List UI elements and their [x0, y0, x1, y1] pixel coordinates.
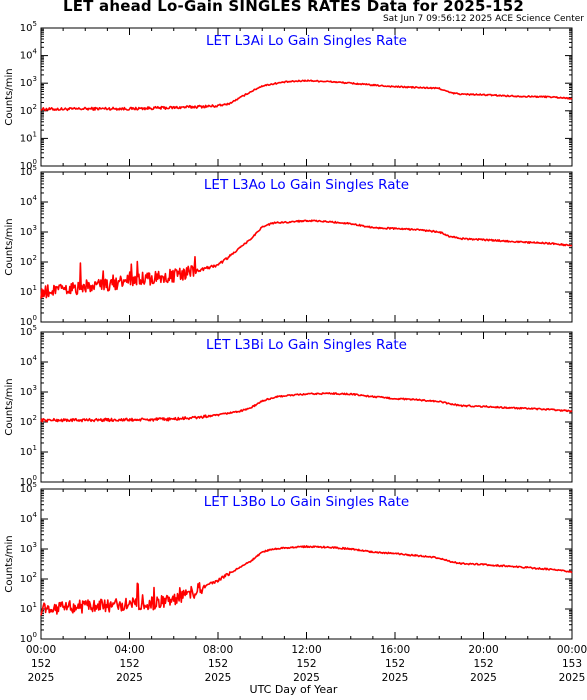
x-tick-label: 00:00 152 2025: [26, 644, 56, 684]
x-tick-time: 04:00: [114, 644, 144, 656]
panel-title: LET L3Bo Lo Gain Singles Rate: [204, 494, 409, 510]
x-tick-time: 20:00: [468, 644, 498, 656]
x-tick-time: 16:00: [380, 644, 410, 656]
y-axis-title: Counts/min: [4, 218, 15, 275]
x-tick-label: 00:00 153 2025: [557, 644, 587, 684]
y-tick-label: 104: [20, 48, 38, 62]
y-tick-label: 105: [20, 20, 37, 34]
y-tick-label: 100: [20, 631, 37, 645]
panel-title: LET L3Ai Lo Gain Singles Rate: [206, 33, 407, 49]
x-axis-title: UTC Day of Year: [249, 683, 338, 696]
page-title: LET ahead Lo-Gain SINGLES RATES Data for…: [62, 0, 525, 15]
y-tick-label: 105: [20, 481, 37, 495]
y-tick-label: 101: [20, 284, 37, 298]
y-tick-label: 104: [20, 194, 38, 208]
x-tick-year: 2025: [470, 672, 497, 684]
x-tick-day: 152: [296, 658, 316, 670]
x-tick-year: 2025: [205, 672, 232, 684]
y-tick-label: 103: [20, 224, 37, 238]
y-axis-title: Counts/min: [4, 68, 15, 125]
x-tick-year: 2025: [28, 672, 55, 684]
y-axis-title: Counts/min: [4, 378, 15, 435]
x-tick-label: 04:00 152 2025: [114, 644, 144, 684]
y-tick-label: 101: [20, 601, 37, 615]
y-tick-label: 102: [20, 571, 37, 585]
panel-frame: [40, 171, 573, 323]
x-tick-year: 2025: [116, 672, 143, 684]
x-tick-label: 08:00 152 2025: [203, 644, 233, 684]
y-tick-label: 101: [20, 130, 37, 144]
x-tick-day: 152: [31, 658, 51, 670]
x-tick-time: 00:00: [26, 644, 56, 656]
x-tick-day: 152: [473, 658, 493, 670]
x-tick-day: 152: [208, 658, 228, 670]
panel-4: 100 101 102 103 104 105 Counts/min LET L3Bo Lo …: [4, 481, 573, 645]
panel-title: LET L3Bi Lo Gain Singles Rate: [206, 337, 407, 353]
y-tick-label: 102: [20, 103, 37, 117]
x-tick-time: 12:00: [291, 644, 321, 656]
x-tick-day: 153: [562, 658, 582, 670]
y-tick-label: 103: [20, 75, 37, 89]
y-tick-label: 103: [20, 541, 37, 555]
y-tick-label: 103: [20, 384, 37, 398]
y-axis-title: Counts/min: [4, 535, 15, 592]
y-tick-label: 102: [20, 254, 37, 268]
panel-title: LET L3Ao Lo Gain Singles Rate: [204, 177, 409, 193]
x-tick-year: 2025: [559, 672, 586, 684]
x-tick-day: 152: [119, 658, 139, 670]
y-tick-label: 104: [20, 511, 38, 525]
y-tick-label: 102: [20, 414, 37, 428]
panel-frame: [40, 488, 573, 640]
series-line: [40, 79, 573, 112]
x-tick-label: 12:00 152 2025: [291, 644, 321, 684]
timestamp: Sat Jun 7 09:56:12 2025 ACE Science Cent…: [382, 14, 584, 24]
x-tick-time: 00:00: [557, 644, 587, 656]
x-tick-time: 08:00: [203, 644, 233, 656]
x-tick-year: 2025: [293, 672, 320, 684]
y-tick-label: 101: [20, 444, 37, 458]
y-tick-label: 105: [20, 324, 37, 338]
x-tick-day: 152: [385, 658, 405, 670]
y-tick-label: 104: [20, 354, 38, 368]
x-tick-year: 2025: [382, 672, 409, 684]
series-line: [40, 392, 573, 423]
series-line: [40, 545, 573, 616]
y-tick-label: 105: [20, 164, 37, 178]
x-tick-label: 16:00 152 2025: [380, 644, 410, 684]
series-line: [40, 219, 572, 299]
x-tick-label: 20:00 152 2025: [468, 644, 498, 684]
